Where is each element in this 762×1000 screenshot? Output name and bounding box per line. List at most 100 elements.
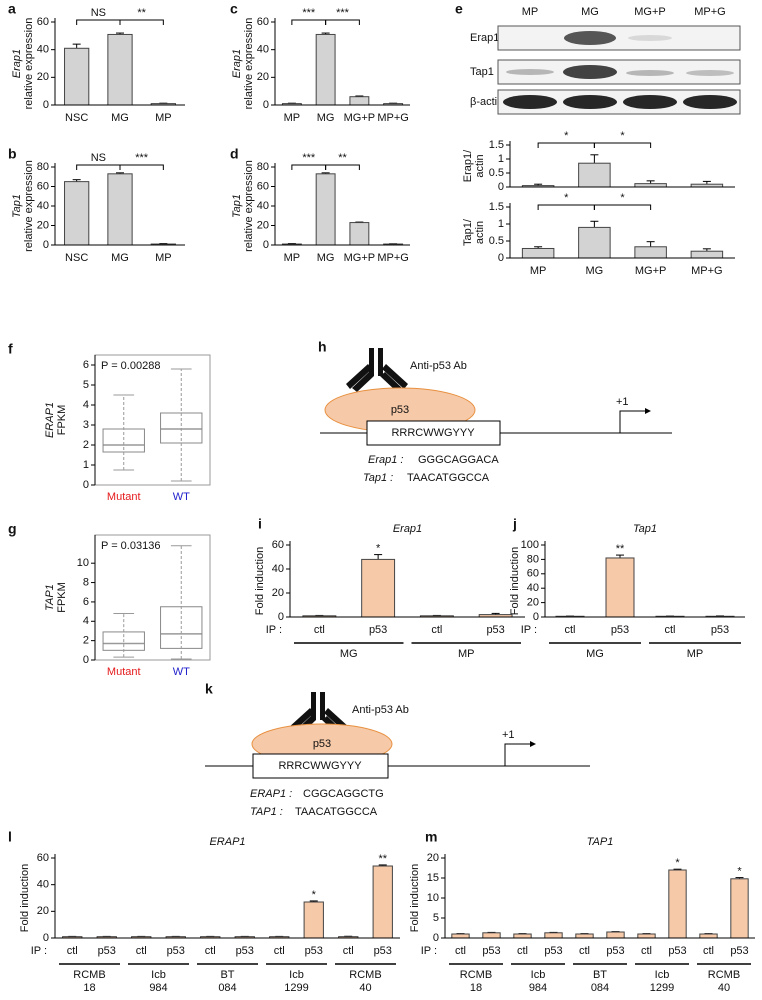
y-axis-label: actin xyxy=(474,154,486,177)
blot-column-label: MG+P xyxy=(634,6,665,18)
bar xyxy=(107,33,133,106)
y-axis-label: FPKM xyxy=(56,582,68,613)
panel-letter: h xyxy=(318,339,327,355)
group-label: 1299 xyxy=(284,982,308,994)
bar xyxy=(605,557,635,618)
significance-bracket xyxy=(537,142,595,148)
ip-label: IP : xyxy=(31,945,47,957)
site-sequence: TAACATGGCCA xyxy=(407,472,490,484)
y-axis-label: Fold induction xyxy=(254,547,266,616)
y-tick-label: 2 xyxy=(83,439,89,451)
x-tick-label: Mutant xyxy=(107,666,141,678)
x-tick-label: p53 xyxy=(236,945,254,957)
bar xyxy=(578,162,611,188)
panel-letter: j xyxy=(512,516,517,532)
y-tick-label: 80 xyxy=(257,161,269,173)
x-tick-label: p53 xyxy=(167,945,185,957)
group-label: RCMB xyxy=(460,969,492,981)
y-tick-label: 5 xyxy=(433,912,439,924)
y-tick-label: 80 xyxy=(527,553,539,565)
bar xyxy=(634,246,667,259)
chart-title: ERAP1 xyxy=(209,836,245,848)
chart-title: Tap1 xyxy=(633,523,657,535)
y-tick-label: 0 xyxy=(43,932,49,944)
significance-label: NS xyxy=(91,152,106,164)
bar xyxy=(349,96,370,106)
y-tick-label: 5 xyxy=(83,379,89,391)
significance: * xyxy=(737,866,742,878)
y-axis-label: actin xyxy=(474,221,486,244)
x-tick-label: NSC xyxy=(65,252,88,264)
significance-label: ** xyxy=(338,152,347,164)
y-tick-label: 0.5 xyxy=(489,235,504,247)
significance-bracket xyxy=(76,19,121,25)
significance-bracket xyxy=(76,164,121,170)
chart-title: Erap1 xyxy=(393,523,422,535)
bar xyxy=(64,47,90,106)
x-tick-label: MG+P xyxy=(635,265,666,277)
panel-letter: b xyxy=(8,146,17,162)
significance-label: * xyxy=(620,192,625,204)
x-tick-label: ctl xyxy=(641,945,652,957)
blot-column-label: MG xyxy=(581,6,599,18)
y-tick-label: 20 xyxy=(257,219,269,231)
blot-bands xyxy=(503,31,737,109)
y-tick-label: 40 xyxy=(257,200,269,212)
significance-label: NS xyxy=(91,7,106,19)
antibody-label: Anti-p53 Ab xyxy=(352,704,409,716)
x-tick-label: p53 xyxy=(668,945,686,957)
protein-label: p53 xyxy=(313,738,331,750)
y-axis-label: Tap1 xyxy=(231,194,243,218)
bar xyxy=(315,33,336,106)
y-tick-label: 0 xyxy=(498,181,504,193)
group-label: MP xyxy=(458,648,475,660)
significance-bracket xyxy=(119,19,164,25)
annotation: P = 0.00288 xyxy=(101,360,160,372)
y-axis-label: relative expression xyxy=(23,18,35,110)
diagram-k: k Anti-p53 Ab p53 RRRCWWGYYY +1 ERAP1 : … xyxy=(205,681,590,818)
x-tick-label: MP+G xyxy=(691,265,722,277)
annotation: P = 0.03136 xyxy=(101,540,160,552)
group-label: Icb xyxy=(655,969,670,981)
x-tick-label: ctl xyxy=(517,945,528,957)
site-sequence: TAACATGGCCA xyxy=(295,806,378,818)
y-axis-label: relative expression xyxy=(243,160,255,252)
group-label: 984 xyxy=(149,982,167,994)
panel-letter: k xyxy=(205,681,213,697)
y-tick-label: 10 xyxy=(427,892,439,904)
motif-label: RRRCWWGYYY xyxy=(278,760,362,772)
x-tick-label: WT xyxy=(173,491,190,503)
x-tick-label: MG xyxy=(317,252,335,264)
bar xyxy=(668,869,687,939)
y-tick-label: 0 xyxy=(263,99,269,111)
significance-label: *** xyxy=(135,152,149,164)
y-axis-label: Tap1 xyxy=(11,194,23,218)
x-tick-label: p53 xyxy=(606,945,624,957)
bar xyxy=(372,865,393,939)
x-tick-label: Mutant xyxy=(107,491,141,503)
y-tick-label: 60 xyxy=(37,852,49,864)
y-axis-label: TAP1 xyxy=(44,584,56,611)
blot-column-label: MP xyxy=(522,6,539,18)
y-tick-label: 1.5 xyxy=(489,201,504,213)
x-tick-label: ctl xyxy=(703,945,714,957)
significance-bracket xyxy=(291,19,327,25)
y-tick-label: 20 xyxy=(527,597,539,609)
y-tick-label: 1 xyxy=(498,153,504,165)
bar xyxy=(107,173,133,246)
y-tick-label: 6 xyxy=(83,596,89,608)
x-tick-label: MG+P xyxy=(344,252,375,264)
group-label: MG xyxy=(586,648,604,660)
group-label: MG xyxy=(340,648,358,660)
site-sequence: GGGCAGGACA xyxy=(418,454,499,466)
y-tick-label: 0 xyxy=(433,932,439,944)
y-axis-label: Fold induction xyxy=(409,864,421,933)
y-tick-label: 0 xyxy=(278,611,284,623)
y-tick-label: 20 xyxy=(37,219,49,231)
group-label: Icb xyxy=(531,969,546,981)
bar xyxy=(482,932,501,939)
significance-bracket xyxy=(593,204,652,210)
group-label: RCMB xyxy=(73,969,105,981)
y-tick-label: 60 xyxy=(257,16,269,28)
tss-label: +1 xyxy=(616,396,629,408)
